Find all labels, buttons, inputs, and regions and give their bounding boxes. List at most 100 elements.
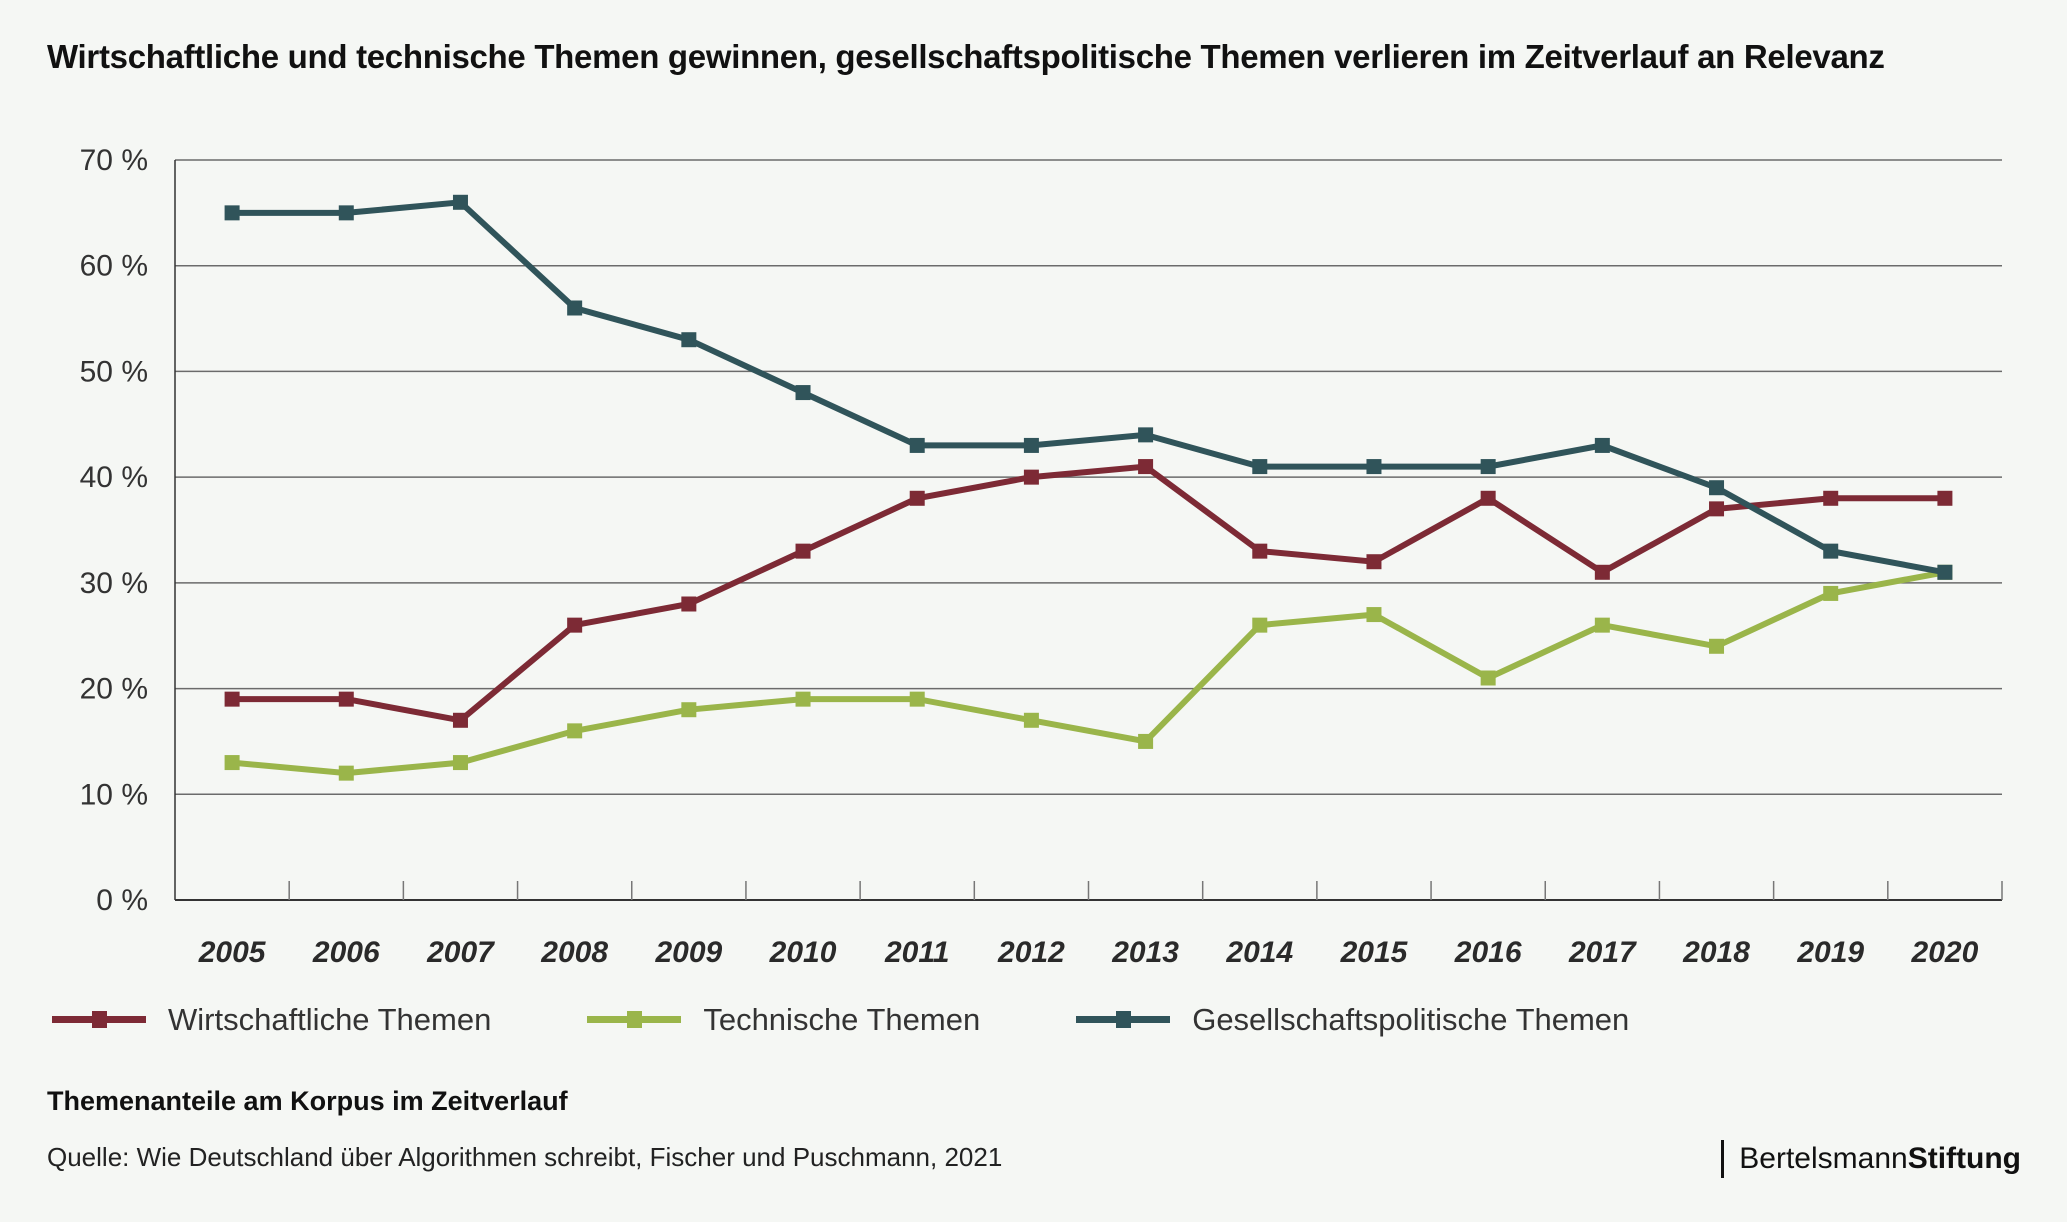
x-tick-label: 2018 — [1682, 936, 1750, 969]
data-point — [1480, 490, 1496, 506]
legend-item-gesellschaftspolitische: Gesellschaftspolitische Themen — [1076, 998, 1629, 1042]
y-tick-label: 40 % — [80, 461, 148, 494]
y-axis-ticks: 0 % 10 % 20 % 30 % 40 % 50 % 60 % 70 % — [80, 144, 148, 917]
legend-marker — [1116, 1011, 1132, 1028]
data-point — [681, 702, 697, 718]
data-point — [567, 617, 583, 633]
data-point — [1138, 459, 1154, 475]
x-tick-label: 2007 — [426, 936, 495, 969]
x-tick-label: 2017 — [1568, 936, 1637, 969]
axes — [174, 160, 2003, 901]
data-point — [1823, 490, 1839, 506]
data-point — [1594, 564, 1610, 580]
data-point — [909, 691, 925, 707]
data-point — [1252, 543, 1268, 559]
brand-logo: Bertelsmann Stiftung — [1721, 1140, 2021, 1178]
data-point — [1823, 543, 1839, 559]
data-point — [1709, 480, 1725, 496]
x-tick-label: 2009 — [654, 936, 722, 969]
x-tick-label: 2016 — [1454, 936, 1522, 969]
data-point — [338, 691, 354, 707]
data-point — [1023, 712, 1039, 728]
x-tick-label: 2006 — [312, 936, 380, 969]
brand-divider — [1721, 1140, 1725, 1178]
data-point — [1480, 459, 1496, 475]
brand-regular: Bertelsmann — [1739, 1142, 1908, 1175]
y-tick-label: 20 % — [80, 673, 148, 706]
data-point — [1023, 469, 1039, 485]
series-line — [232, 463, 1945, 724]
data-point — [1252, 459, 1268, 475]
data-point — [1023, 437, 1039, 453]
y-tick-label: 0 % — [96, 884, 148, 917]
data-point — [1480, 670, 1496, 686]
y-tick-label: 70 % — [80, 144, 148, 177]
data-point — [1594, 617, 1610, 633]
x-tick-label: 2005 — [198, 936, 267, 969]
data-point — [338, 205, 354, 221]
legend-swatch-icon — [587, 998, 682, 1042]
data-point — [1709, 501, 1725, 517]
brand-bold: Stiftung — [1907, 1142, 2021, 1175]
legend-item-wirtschaftliche: Wirtschaftliche Themen — [52, 998, 491, 1042]
data-point — [224, 205, 240, 221]
x-tick-label: 2010 — [769, 936, 837, 969]
data-point — [452, 194, 468, 210]
data-point — [681, 596, 697, 612]
legend-marker — [627, 1011, 643, 1028]
series-lines — [224, 194, 1953, 781]
legend-label: Technische Themen — [703, 1002, 981, 1037]
y-tick-label: 10 % — [80, 778, 148, 811]
data-point — [452, 755, 468, 771]
data-point — [567, 300, 583, 316]
data-point — [1823, 585, 1839, 601]
series-line — [231, 569, 1946, 777]
legend-swatch-icon — [52, 998, 146, 1042]
data-point — [1252, 617, 1268, 633]
data-point — [452, 712, 468, 728]
legend: Wirtschaftliche Themen Technische Themen… — [52, 998, 1629, 1042]
data-point — [1937, 564, 1953, 580]
line-chart: 0 % 10 % 20 % 30 % 40 % 50 % 60 % 70 % 2005 2006… — [80, 144, 2003, 969]
legend-marker — [92, 1011, 107, 1028]
data-point — [224, 755, 240, 771]
x-tick-label: 2013 — [1111, 936, 1179, 969]
data-point — [338, 765, 354, 781]
gridlines — [175, 159, 2002, 796]
x-tick-label: 2008 — [540, 936, 608, 969]
series-gesellschaftspolitische-themen — [224, 194, 1953, 580]
legend-label: Wirtschaftliche Themen — [168, 1002, 492, 1037]
x-tick-label: 2019 — [1796, 936, 1864, 969]
data-point — [909, 490, 925, 506]
data-point — [795, 543, 811, 559]
x-axis-ticks: 2005 2006 2007 2008 2009 2010 2011 2012 2013 2014… — [198, 936, 1979, 969]
data-point — [1366, 554, 1382, 570]
legend-swatch-icon — [1076, 998, 1171, 1042]
source-note: Quelle: Wie Deutschland über Algorithmen… — [47, 1142, 1003, 1172]
data-point — [1366, 607, 1382, 623]
y-tick-label: 50 % — [80, 355, 148, 388]
x-tick-label: 2015 — [1340, 936, 1409, 969]
data-point — [1138, 733, 1154, 749]
data-point — [1937, 490, 1953, 506]
data-point — [795, 691, 811, 707]
data-point — [1366, 459, 1382, 475]
data-point — [681, 332, 697, 348]
x-tick-label: 2020 — [1911, 936, 1979, 969]
data-point — [909, 437, 925, 453]
x-tick-label: 2011 — [884, 936, 950, 969]
chart-title: Wirtschaftliche und technische Themen ge… — [47, 38, 1885, 75]
data-point — [224, 691, 240, 707]
chart-subtitle: Themenanteile am Korpus im Zeitverlauf — [47, 1086, 568, 1116]
data-point — [1709, 638, 1725, 654]
series-technische-themen — [224, 564, 1953, 781]
x-tick-label: 2014 — [1225, 936, 1293, 969]
data-point — [1138, 427, 1154, 443]
data-point — [567, 723, 583, 739]
legend-item-technische: Technische Themen — [587, 998, 980, 1042]
x-tick-label: 2012 — [997, 936, 1065, 969]
y-tick-label: 30 % — [80, 567, 148, 600]
series-wirtschaftliche-themen — [224, 459, 1953, 728]
y-tick-label: 60 % — [80, 250, 148, 283]
legend-label: Gesellschaftspolitische Themen — [1192, 1002, 1630, 1037]
